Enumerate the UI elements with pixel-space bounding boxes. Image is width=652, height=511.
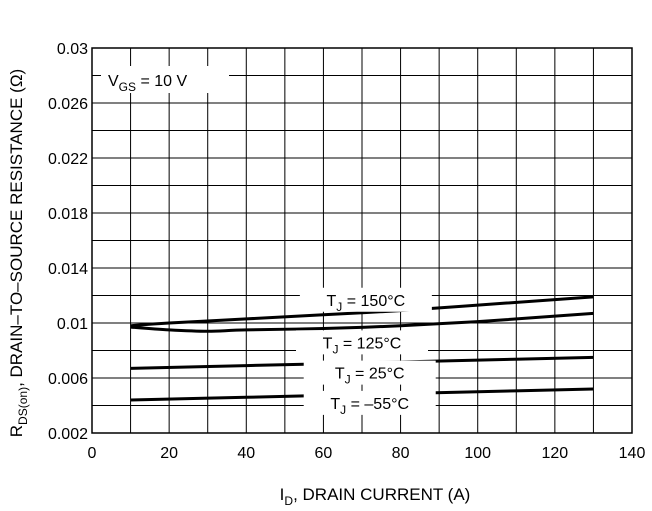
x-tick-label: 100 (464, 445, 491, 462)
condition-sub: GS (119, 80, 136, 94)
x-axis-label: ID, DRAIN CURRENT (A) (280, 485, 471, 508)
x-tick-label: 40 (237, 445, 255, 462)
svg-text:TJ = 25°C: TJ = 25°C (335, 366, 405, 387)
svg-text:TJ = 125°C: TJ = 125°C (323, 335, 402, 356)
y-tick-label: 0.03 (57, 41, 88, 58)
y-axis-label-rest: , DRAIN–TO–SOURCE RESISTANCE (Ω) (7, 69, 26, 387)
x-axis-label-rest: , DRAIN CURRENT (A) (293, 485, 470, 504)
y-tick-label: 0.014 (48, 261, 88, 278)
y-axis-label-sub: DS(on) (16, 387, 30, 425)
y-axis-label: RDS(on), DRAIN–TO–SOURCE RESISTANCE (Ω) (7, 69, 30, 437)
series-line-0 (130, 295, 594, 328)
series-label-3: TJ = –55°C (303, 390, 436, 417)
y-tick-label: 0.002 (48, 426, 88, 443)
series-label-0: TJ = 150°C (299, 287, 432, 314)
series-label-1: TJ = 125°C (296, 330, 428, 356)
x-tick-label: 0 (88, 445, 97, 462)
y-axis-label-main: R (7, 425, 26, 437)
y-tick-label: 0.026 (48, 96, 88, 113)
x-tick-label: 140 (619, 445, 646, 462)
y-tick-label: 0.022 (48, 151, 88, 168)
y-tick-label: 0.006 (48, 371, 88, 388)
plot-frame (91, 47, 633, 434)
series-label-2: TJ = 25°C (303, 360, 436, 387)
y-tick-label: 0.01 (57, 316, 88, 333)
x-tick-label: 80 (392, 445, 410, 462)
condition-main: V (108, 73, 119, 90)
tick-label-layer: 0 20 40 60 80 100 120 140 0.002 0.006 0.01 0.014 0.0… (48, 41, 645, 462)
x-tick-label: 20 (160, 445, 178, 462)
y-tick-label: 0.018 (48, 206, 88, 223)
annotation-layer: TJ = 150°C TJ = 125°C TJ = 25°C TJ = –55°C (296, 287, 436, 417)
x-axis-label-main: I (280, 485, 285, 504)
x-tick-label: 120 (542, 445, 569, 462)
svg-text:VGS = 10 V: VGS = 10 V (108, 73, 187, 94)
series-line-1 (130, 311, 594, 333)
vgs-condition-label: VGS = 10 V (101, 66, 229, 94)
svg-text:TJ = –55°C: TJ = –55°C (330, 396, 409, 417)
svg-text:TJ = 150°C: TJ = 150°C (327, 293, 406, 314)
condition-rest: = 10 V (136, 73, 187, 90)
x-axis-label-sub: D (284, 494, 293, 508)
x-tick-label: 60 (315, 445, 333, 462)
